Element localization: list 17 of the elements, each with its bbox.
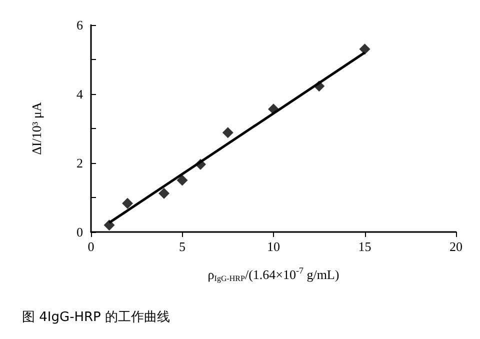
caption: 图 4IgG-HRP 的工作曲线	[22, 310, 170, 325]
point	[222, 127, 234, 138]
x-tick-label: 10	[267, 239, 280, 254]
point	[104, 220, 115, 231]
y-tick-label: 0	[76, 224, 83, 240]
y-axis-title: ΔI/10³ μA	[29, 101, 44, 155]
point	[122, 198, 133, 209]
y-tick-label: 2	[76, 156, 83, 170]
point	[359, 44, 370, 55]
x-tick-label: 5	[179, 239, 186, 254]
x-tick-label: 0	[88, 239, 94, 254]
x-tick-label: 15	[358, 239, 372, 254]
y-tick-label: 4	[76, 86, 84, 102]
point	[176, 174, 188, 186]
point	[158, 188, 170, 199]
y-tick-label: 6	[76, 18, 84, 32]
x-tick-label: 20	[450, 239, 462, 254]
